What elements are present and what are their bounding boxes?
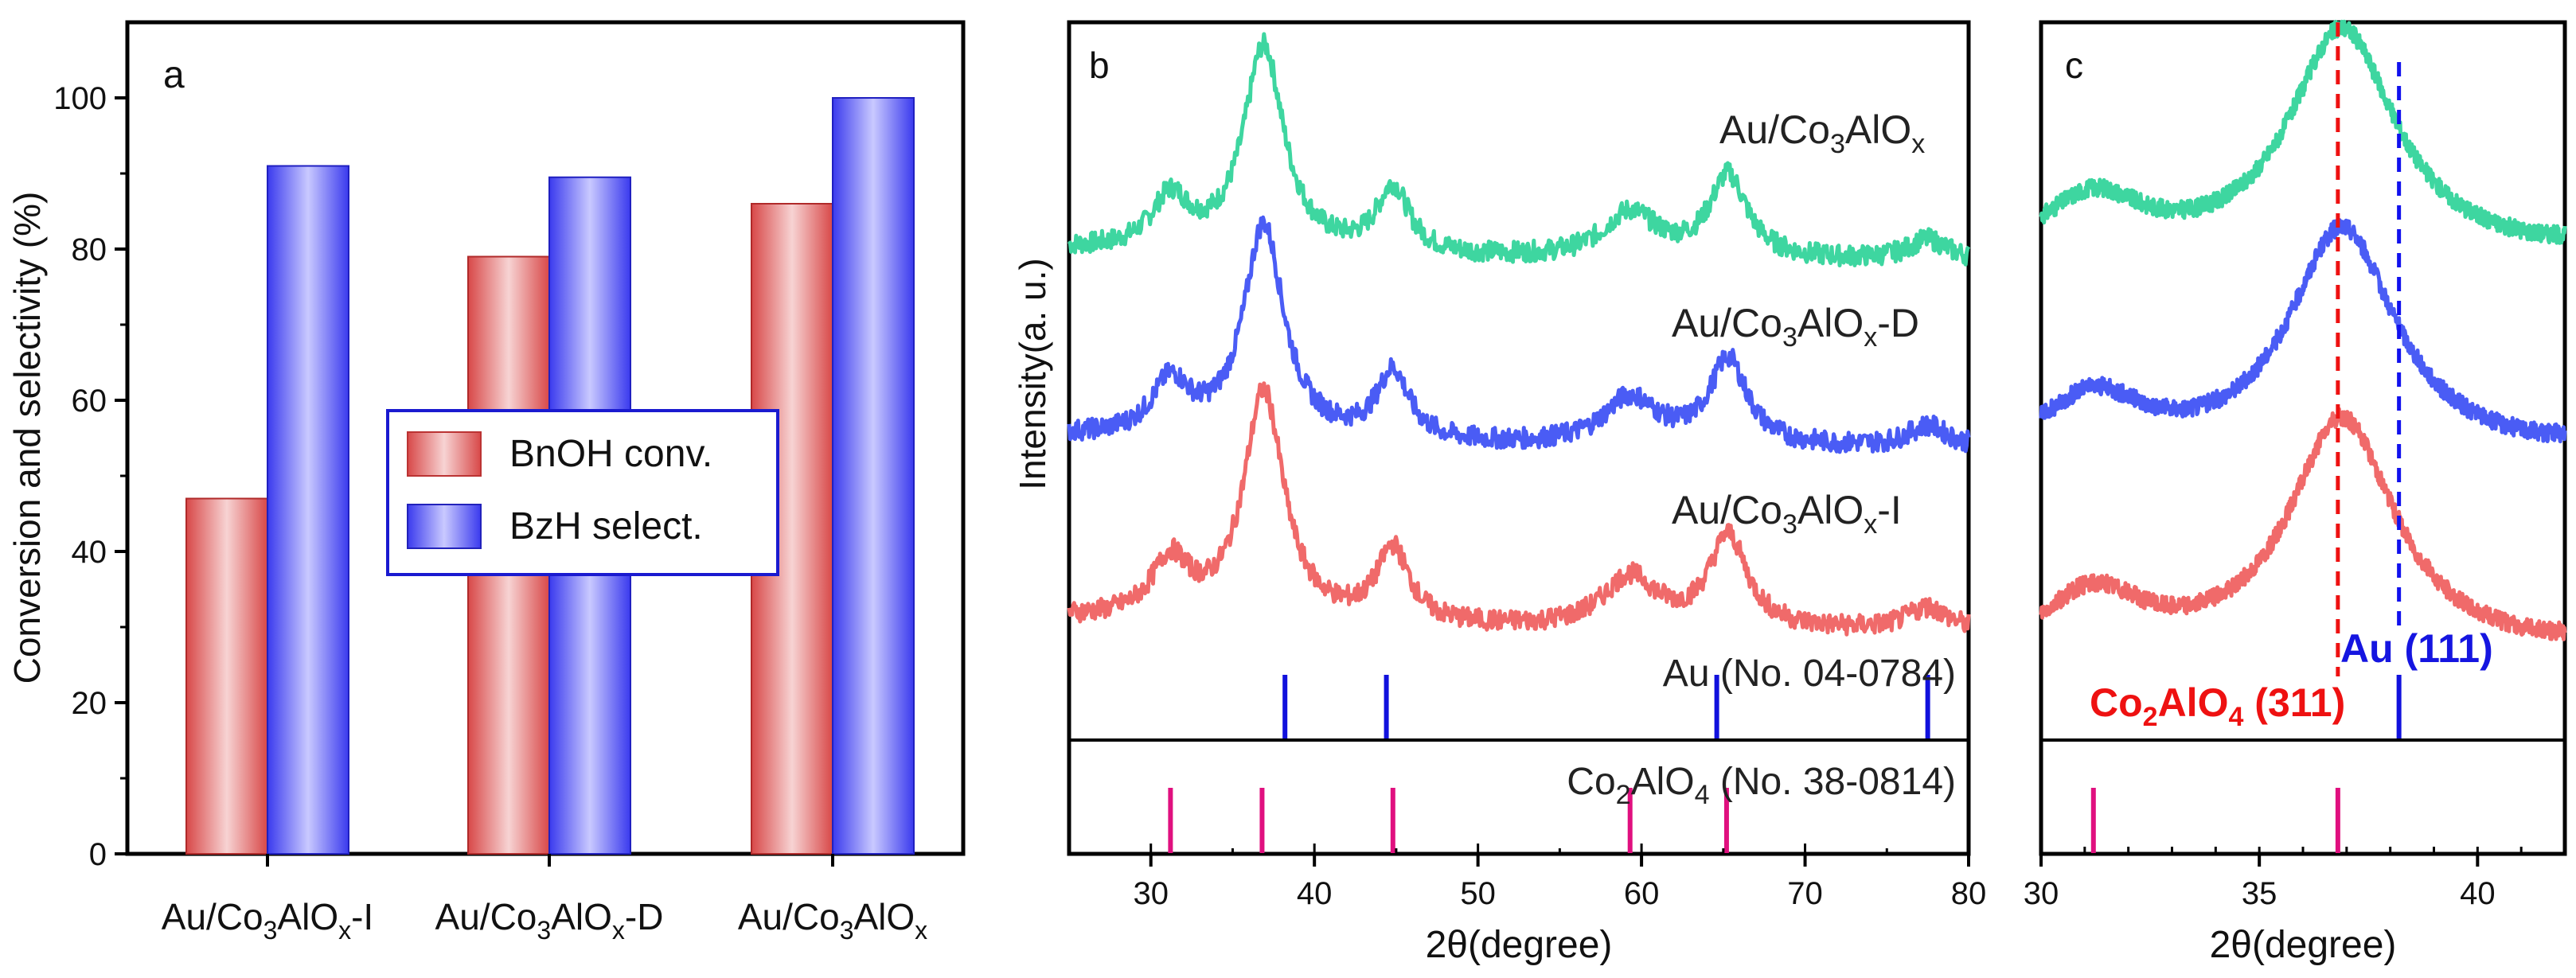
panel-a-letter: a: [163, 54, 185, 96]
panel-c-x-label: 2θ(degree): [2210, 924, 2397, 966]
legend-label-bzh: BzH select.: [509, 505, 703, 547]
y-tick-label: 60: [72, 384, 107, 419]
x-tick-label: 80: [1951, 876, 1987, 911]
x-tick-label: 30: [1133, 876, 1169, 911]
panel-a-x-categories: Au/Co3AlOx-I Au/Co3AlOx-D Au/Co3AlOx: [162, 854, 927, 945]
legend-swatch-bnoh: [407, 431, 482, 477]
bar-bnoh-0: [185, 497, 268, 855]
xrd-zoom-au-co3alox: [2039, 19, 2567, 245]
panel-b-letter: b: [1089, 45, 1110, 86]
label-au-co3alox-i: Au/Co3AlOx-I: [1672, 488, 1902, 540]
bar-bzh-0: [267, 165, 349, 855]
x-tick-label: 30: [2024, 876, 2059, 911]
x-category-label: Au/Co3AlOx: [738, 896, 927, 945]
panel-a-legend: BnOH conv. BzH select.: [386, 409, 779, 576]
annotation-au-111: Au (111): [2340, 626, 2493, 671]
label-co2alo4-reference: Co2AlO4 (No. 38-0814): [1567, 761, 1956, 810]
panel-b-curves: [1067, 32, 1971, 637]
panel-c-reference-lines: [2090, 675, 2402, 853]
legend-label-bnoh: BnOH conv.: [509, 433, 712, 475]
panel-b-x-label: 2θ(degree): [1426, 924, 1613, 966]
panel-c-x-ticks: 30 35 40: [2024, 847, 2566, 911]
panel-c-curves: [2039, 19, 2567, 641]
x-tick-label: 70: [1787, 876, 1823, 911]
xrd-curve-au-co3alox-d: [1067, 215, 1971, 454]
panel-c-frame: [2039, 20, 2567, 856]
y-tick-label: 80: [72, 232, 107, 267]
x-category-label: Au/Co3AlOx-I: [162, 896, 373, 945]
panel-c-letter: c: [2065, 45, 2083, 86]
xrd-curve-au-co3alox-i: [1067, 381, 1971, 637]
panel-a-y-label: Conversion and selectivity (%): [6, 192, 48, 684]
x-tick-label: 35: [2242, 876, 2277, 911]
xrd-zoom-au-co3alox-d: [2039, 218, 2567, 444]
panel-b: 30 40 50 60 70 80 b Intensity(a. u.) 2θ(degre…: [1012, 20, 1987, 966]
x-tick-label: 60: [1624, 876, 1660, 911]
panel-c-dashed-lines: [2336, 22, 2402, 676]
panel-c: 30 35 40 c 2θ(degree) Au (111) Co2AlO4 (31…: [2024, 19, 2567, 966]
xrd-curve-au-co3alox: [1067, 32, 1971, 267]
y-tick-label: 0: [89, 837, 107, 872]
x-tick-label: 40: [1297, 876, 1333, 911]
label-au-co3alox-d: Au/Co3AlOx-D: [1672, 301, 1919, 353]
x-tick-label: 50: [1460, 876, 1496, 911]
xrd-zoom-au-co3alox-i: [2039, 407, 2567, 641]
annotation-co2alo4-311: Co2AlO4 (311): [2090, 680, 2345, 732]
x-tick-label: 40: [2460, 876, 2496, 911]
panel-b-y-label: Intensity(a. u.): [1012, 258, 1053, 489]
y-tick-label: 40: [72, 535, 107, 570]
x-category-label: Au/Co3AlOx-D: [435, 896, 664, 945]
panel-a-y-ticks: 0 20 40 60 80 100: [53, 81, 127, 872]
y-tick-label: 20: [72, 686, 107, 721]
label-au-reference: Au (No. 04-0784): [1663, 653, 1956, 695]
legend-swatch-bzh: [407, 504, 482, 549]
panel-b-x-ticks: 30 40 50 60 70 80: [1067, 844, 1987, 911]
y-tick-label: 100: [53, 81, 107, 116]
panel-b-reference-lines: [1168, 675, 1930, 853]
bar-bzh-2: [832, 97, 915, 855]
label-au-co3alox: Au/Co3AlOx: [1719, 107, 1925, 159]
